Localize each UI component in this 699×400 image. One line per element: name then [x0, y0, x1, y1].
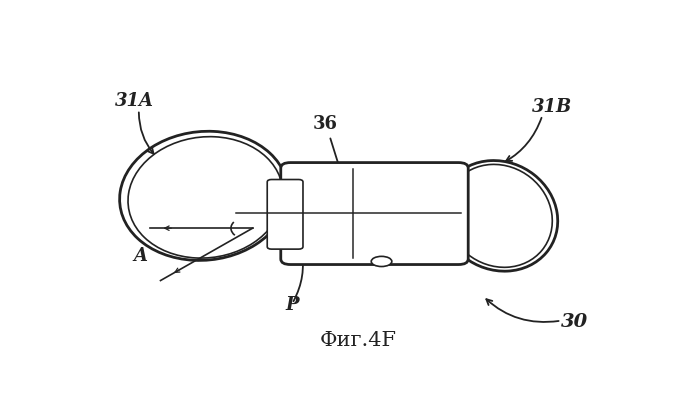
- Ellipse shape: [371, 256, 392, 266]
- Text: A: A: [134, 247, 147, 265]
- Text: P: P: [285, 296, 298, 314]
- FancyBboxPatch shape: [281, 162, 468, 264]
- Text: 31B: 31B: [532, 98, 572, 116]
- Text: 31A: 31A: [115, 92, 154, 110]
- Text: 30: 30: [561, 313, 589, 331]
- Text: 36: 36: [312, 115, 337, 133]
- Text: Фиг.4F: Фиг.4F: [319, 331, 397, 350]
- Ellipse shape: [440, 160, 558, 271]
- FancyBboxPatch shape: [267, 180, 303, 249]
- Ellipse shape: [120, 131, 288, 260]
